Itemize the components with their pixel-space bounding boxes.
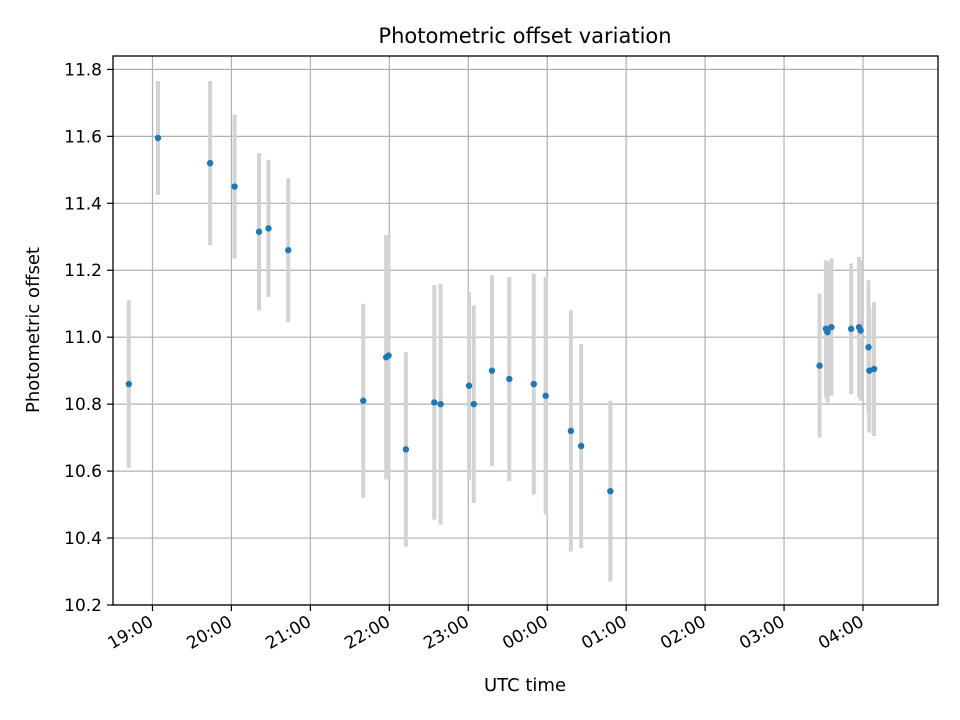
data-point [465,382,473,389]
data-point [470,400,477,408]
data-point [437,400,444,408]
data-point [828,323,835,331]
y-axis: 10.2 10.4 10.6 10.8 11.0 11.2 11.4 11.6 11.8 [64,60,113,616]
data-point [857,327,864,334]
data-point [231,183,238,190]
y-tick-label: 11.6 [64,127,102,147]
y-tick-label: 10.8 [64,395,102,415]
data-point [285,246,292,254]
data-point [431,399,438,406]
data-point [255,228,263,235]
data-point [847,325,855,333]
data-point [154,134,162,142]
data-point [567,427,575,435]
data-point [385,352,392,359]
data-points [125,134,878,495]
plot-area-background [113,56,938,605]
y-tick-label: 11.8 [64,60,102,80]
chart-title: Photometric offset variation [378,24,671,48]
data-point [488,367,496,374]
data-point [530,380,537,388]
y-tick-label: 10.6 [64,462,102,482]
data-point [577,442,585,450]
y-axis-label: Photometric offset [23,247,44,413]
data-point [265,225,272,232]
y-tick-label: 10.2 [64,596,102,616]
data-point [824,328,831,336]
data-point [206,159,214,167]
y-tick-label: 10.4 [64,529,102,549]
y-tick-label: 11.0 [64,328,102,348]
x-axis-label: UTC time [484,675,566,696]
data-point [360,397,367,404]
data-point [865,344,872,351]
y-tick-label: 11.2 [64,261,102,281]
plot-frame [112,55,939,606]
data-point [125,380,132,388]
data-point [402,446,410,453]
data-point [542,392,549,399]
data-point [607,487,614,495]
data-point [506,375,513,383]
data-point [816,362,823,369]
data-point [870,365,878,373]
y-tick-label: 11.4 [64,194,102,214]
